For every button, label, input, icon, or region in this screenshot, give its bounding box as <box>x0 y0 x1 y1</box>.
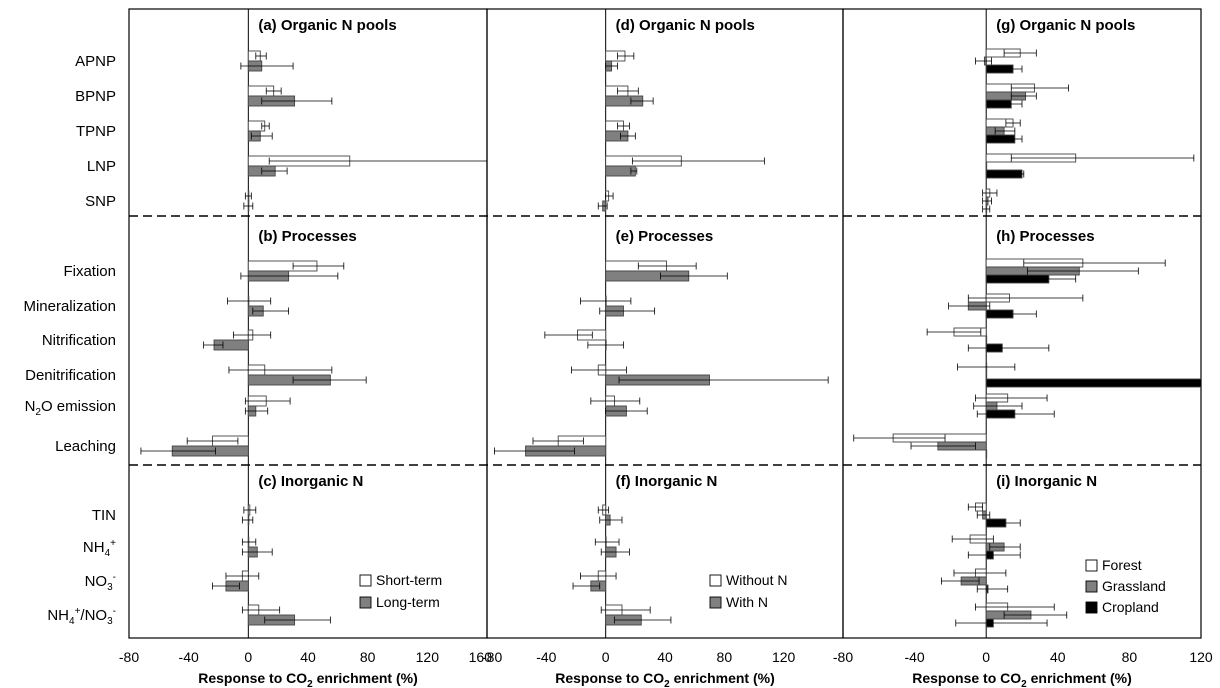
category-label-tin: TIN <box>92 507 116 524</box>
category-label-tpnp: TPNP <box>76 123 116 140</box>
section-title-a-organic-n-pools: (a) Organic N pools <box>258 17 396 34</box>
panel-frame-1 <box>128 8 488 639</box>
section-title-c-inorganic-n: (c) Inorganic N <box>258 473 363 490</box>
x-tick-label: 120 <box>1189 649 1213 665</box>
section-title-d-organic-n-pools: (d) Organic N pools <box>616 17 755 34</box>
x-tick-label: 80 <box>717 649 733 665</box>
x-tick-label: 40 <box>300 649 316 665</box>
category-label-nh4: NH4+ <box>83 538 116 559</box>
legend-swatch-forest <box>1085 559 1098 572</box>
legend-swatch-long-term <box>359 596 372 609</box>
x-tick-label: 40 <box>1050 649 1066 665</box>
x-tick-label: 120 <box>772 649 796 665</box>
x-tick-label: 0 <box>244 649 252 665</box>
x-axis-label: Response to CO2 enrichment (%) <box>912 670 1131 688</box>
x-axis-label: Response to CO2 enrichment (%) <box>555 670 774 688</box>
x-tick-label: -80 <box>119 649 139 665</box>
x-tick-label: -40 <box>904 649 924 665</box>
category-label-nh4no3: NH4+/NO3- <box>47 606 116 627</box>
legend-label-forest: Forest <box>1102 557 1142 573</box>
legend-label-long-term: Long-term <box>376 594 440 610</box>
bar-grassland-denitrification <box>985 370 988 380</box>
x-tick-label: -40 <box>536 649 556 665</box>
panel-frame-3 <box>842 8 1202 639</box>
legend-swatch-cropland <box>1085 601 1098 614</box>
legend-swatch-short-term <box>359 574 372 587</box>
category-label-mineralization: Mineralization <box>23 298 116 315</box>
legend-swatch-without-n <box>709 574 722 587</box>
category-label-apnp: APNP <box>75 53 116 70</box>
bar-grassland-lnp <box>985 161 988 171</box>
category-label-bpnp: BPNP <box>75 88 116 105</box>
x-axis-label: Response to CO2 enrichment (%) <box>198 670 417 688</box>
x-tick-label: 40 <box>657 649 673 665</box>
category-label-lnp: LNP <box>87 158 116 175</box>
legend-swatch-with-n <box>709 596 722 609</box>
legend-label-grassland: Grassland <box>1102 578 1166 594</box>
bar-cropland-leaching <box>985 449 988 459</box>
category-label-denitrification: Denitrification <box>25 367 116 384</box>
panel-2-bars <box>494 9 829 638</box>
section-title-b-processes: (b) Processes <box>258 228 356 245</box>
x-tick-label: 0 <box>602 649 610 665</box>
section-title-h-processes: (h) Processes <box>996 228 1094 245</box>
bar-marks <box>140 9 1201 638</box>
panel-frame-2 <box>486 8 844 639</box>
category-label-nitrification: Nitrification <box>42 332 116 349</box>
x-tick-label: -80 <box>833 649 853 665</box>
bar-cropland-lnp <box>985 169 1023 179</box>
legend-label-without-n: Without N <box>726 572 787 588</box>
x-tick-label: 0 <box>982 649 990 665</box>
panel-borders <box>128 8 1202 639</box>
category-label-leaching: Leaching <box>55 438 116 455</box>
legend-label-with-n: With N <box>726 594 768 610</box>
panel-3-bars <box>853 9 1201 638</box>
x-tick-label: -40 <box>179 649 199 665</box>
x-tick-label: 80 <box>1122 649 1138 665</box>
x-tick-label: -80 <box>482 649 502 665</box>
category-label-n2o: N2O emission <box>25 398 116 418</box>
x-tick-label: 160 <box>469 649 493 665</box>
bar-cropland-denitrification <box>985 378 1201 388</box>
section-title-i-inorganic-n: (i) Inorganic N <box>996 473 1097 490</box>
chart-text: APNP BPNP TPNP LNP SNP Fixation Mineralization… <box>23 17 1212 688</box>
bar-grassland-nitrification <box>985 335 988 345</box>
x-tick-label: 80 <box>360 649 376 665</box>
section-title-g-organic-n-pools: (g) Organic N pools <box>996 17 1135 34</box>
legend-label-short-term: Short-term <box>376 572 442 588</box>
category-label-fixation: Fixation <box>63 263 116 280</box>
category-label-snp: SNP <box>85 193 116 210</box>
legend-swatch-grassland <box>1085 580 1098 593</box>
panel-1-bars <box>140 9 487 638</box>
section-title-f-inorganic-n: (f) Inorganic N <box>616 473 718 490</box>
legend-label-cropland: Cropland <box>1102 599 1159 615</box>
x-tick-label: 120 <box>416 649 440 665</box>
section-title-e-processes: (e) Processes <box>616 228 714 245</box>
category-label-no3: NO3- <box>85 572 116 593</box>
